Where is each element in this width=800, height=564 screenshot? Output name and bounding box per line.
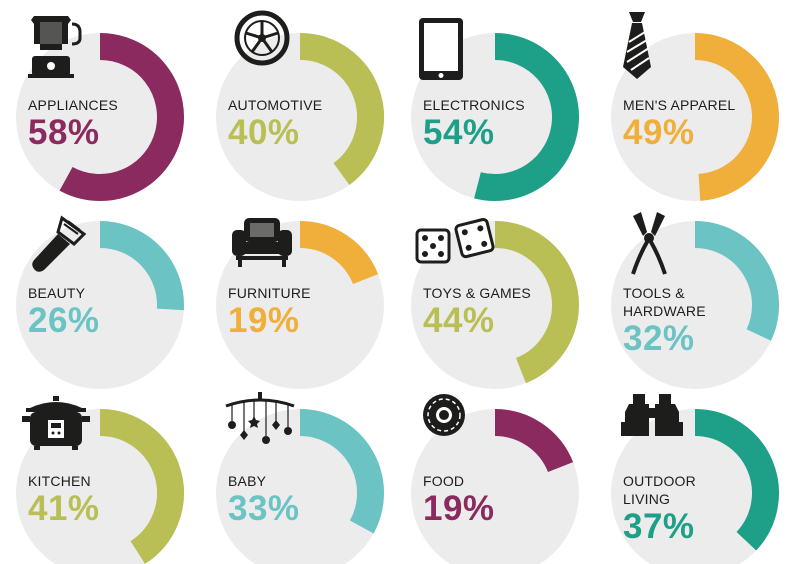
armchair-icon bbox=[230, 216, 294, 273]
percentage-value: 32% bbox=[623, 319, 695, 358]
percentage-value: 26% bbox=[28, 301, 100, 340]
donut-chart-beauty bbox=[16, 221, 184, 389]
category-label-line: OUTDOOR bbox=[623, 473, 696, 489]
category-label: AUTOMOTIVE bbox=[228, 97, 323, 113]
donut-card-men-s-apparel: MEN'S APPAREL 49% bbox=[595, 0, 795, 201]
donut-card-outdoor-living: OUTDOOR LIVING 37% bbox=[595, 376, 795, 564]
category-label: OUTDOOR LIVING bbox=[623, 472, 696, 508]
donut-card-appliances: APPLIANCES 58% bbox=[0, 0, 200, 201]
donut-card-baby: BABY 33% bbox=[200, 376, 400, 564]
donut-arc-baby bbox=[299, 409, 384, 534]
donut-chart-outdoor-living bbox=[611, 409, 779, 564]
binoculars-icon bbox=[619, 392, 685, 443]
donut-arc-food bbox=[494, 409, 574, 473]
donut-arc-outdoor-living bbox=[694, 409, 779, 551]
donut-arc-toys-and-games bbox=[494, 221, 579, 384]
donut-arc-automotive bbox=[299, 33, 384, 185]
dice-icon bbox=[415, 216, 497, 271]
percentage-value: 33% bbox=[228, 489, 300, 528]
donut-arc-tools-and-hardware bbox=[694, 221, 779, 341]
donut-icon bbox=[421, 392, 467, 443]
category-label: TOYS & GAMES bbox=[423, 285, 531, 301]
donut-card-kitchen: KITCHEN 41% bbox=[0, 376, 200, 564]
category-label: FURNITURE bbox=[228, 285, 311, 301]
percentage-value: 49% bbox=[623, 113, 695, 152]
category-label-line: TOOLS & bbox=[623, 285, 685, 301]
mobile-toy-icon bbox=[222, 392, 298, 455]
percentage-value: 19% bbox=[423, 489, 495, 528]
donut-chart-men-s-apparel bbox=[611, 33, 779, 201]
donut-chart-tools-and-hardware bbox=[611, 221, 779, 389]
donut-arc-appliances bbox=[59, 33, 184, 201]
tablet-icon bbox=[417, 16, 465, 87]
donut-card-food: FOOD 19% bbox=[395, 376, 595, 564]
donut-card-furniture: FURNITURE 19% bbox=[200, 188, 400, 389]
percentage-value: 41% bbox=[28, 489, 100, 528]
percentage-value: 37% bbox=[623, 507, 695, 546]
category-label: FOOD bbox=[423, 473, 465, 489]
donut-chart-baby bbox=[216, 409, 384, 564]
donut-chart-kitchen bbox=[16, 409, 184, 564]
donut-arc-furniture bbox=[299, 221, 379, 285]
donut-arc-kitchen bbox=[99, 409, 184, 564]
donut-arc-beauty bbox=[99, 221, 184, 311]
category-label: TOOLS & HARDWARE bbox=[623, 284, 706, 320]
donut-arc-men-s-apparel bbox=[694, 33, 779, 201]
pliers-icon bbox=[627, 210, 671, 281]
rice-cooker-icon bbox=[20, 394, 92, 457]
category-label: BEAUTY bbox=[28, 285, 86, 301]
category-label: BABY bbox=[228, 473, 267, 489]
donut-chart-food bbox=[411, 409, 579, 564]
necktie-icon bbox=[619, 10, 655, 85]
percentage-value: 44% bbox=[423, 301, 495, 340]
category-label: APPLIANCES bbox=[28, 97, 118, 113]
donut-card-beauty: BEAUTY 26% bbox=[0, 188, 200, 389]
donut-card-tools-and-hardware: TOOLS & HARDWARE 32% bbox=[595, 188, 795, 389]
percentage-value: 40% bbox=[228, 113, 300, 152]
category-label-line: LIVING bbox=[623, 491, 671, 507]
donut-chart-furniture bbox=[216, 221, 384, 389]
donut-chart-automotive bbox=[216, 33, 384, 201]
percentage-value: 54% bbox=[423, 113, 495, 152]
category-label: MEN'S APPAREL bbox=[623, 97, 736, 113]
percentage-value: 19% bbox=[228, 301, 300, 340]
category-label: ELECTRONICS bbox=[423, 97, 525, 113]
blender-icon bbox=[22, 12, 82, 85]
donut-card-toys-and-games: TOYS & GAMES 44% bbox=[395, 188, 595, 389]
category-label-line: HARDWARE bbox=[623, 303, 706, 319]
donut-arc-electronics bbox=[474, 33, 579, 201]
brush-icon bbox=[28, 214, 88, 279]
donut-card-automotive: AUTOMOTIVE 40% bbox=[200, 0, 400, 201]
percentage-value: 58% bbox=[28, 113, 100, 152]
wheel-icon bbox=[234, 10, 290, 71]
donut-chart-toys-and-games bbox=[411, 221, 579, 389]
donut-card-electronics: ELECTRONICS 54% bbox=[395, 0, 595, 201]
category-label: KITCHEN bbox=[28, 473, 91, 489]
